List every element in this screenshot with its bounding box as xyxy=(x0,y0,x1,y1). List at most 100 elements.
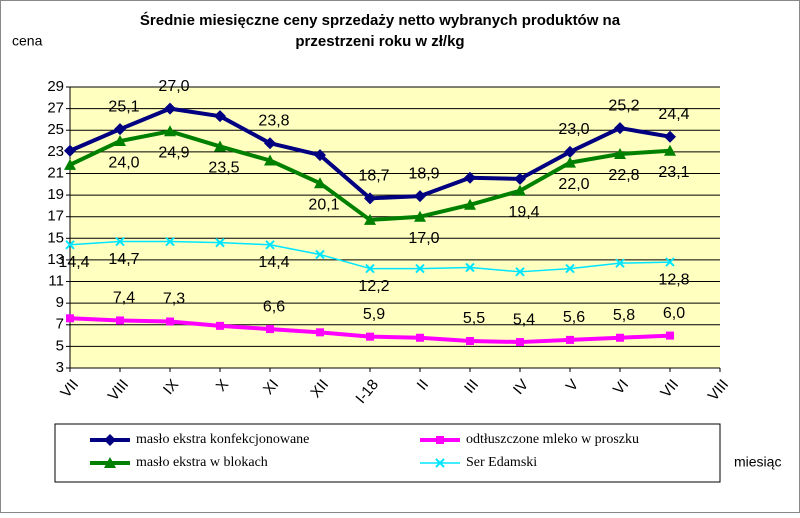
data-label: 24,0 xyxy=(108,154,139,171)
data-label: 6,0 xyxy=(663,305,685,322)
data-label: 27,0 xyxy=(158,78,189,95)
data-label: 19,4 xyxy=(508,204,539,221)
data-label: 24,9 xyxy=(158,145,189,162)
data-point xyxy=(665,257,675,267)
legend-label: masło ekstra w blokach xyxy=(136,455,268,470)
y-tick-label: 15 xyxy=(47,229,64,246)
data-label: 14,7 xyxy=(108,251,139,268)
data-point xyxy=(64,158,76,170)
y-tick-label: 23 xyxy=(47,143,64,160)
data-point xyxy=(564,145,576,158)
data-point xyxy=(164,102,176,115)
data-point xyxy=(514,184,526,196)
chart-title: Średnie miesięczne ceny sprzedaży netto … xyxy=(140,11,621,29)
y-tick-label: 27 xyxy=(47,100,64,117)
data-point xyxy=(264,137,276,150)
data-point xyxy=(364,213,376,225)
data-point xyxy=(116,316,124,325)
data-point xyxy=(66,314,74,323)
data-point xyxy=(365,263,375,274)
data-point xyxy=(565,263,575,274)
y-tick-label: 29 xyxy=(47,78,64,95)
data-point xyxy=(664,144,676,156)
data-label: 12,8 xyxy=(658,271,689,288)
legend-marker xyxy=(435,458,445,468)
data-point xyxy=(315,249,325,260)
data-point xyxy=(314,177,326,189)
data-label: 18,9 xyxy=(408,165,439,182)
data-label: 22,8 xyxy=(608,167,639,184)
data-label: 25,2 xyxy=(608,97,639,114)
data-point xyxy=(314,149,326,162)
data-point xyxy=(616,333,624,342)
y-axis-label: cena xyxy=(12,33,43,49)
legend-marker xyxy=(436,436,444,444)
data-point xyxy=(214,110,226,123)
legend-label: masło ekstra konfekcjonowane xyxy=(136,432,309,447)
data-point xyxy=(114,123,126,136)
data-point xyxy=(264,154,276,166)
y-tick-label: 11 xyxy=(48,273,64,290)
data-point xyxy=(615,258,625,268)
data-point xyxy=(514,172,526,185)
data-label: 7,3 xyxy=(163,291,185,308)
data-label: 14,4 xyxy=(58,254,89,271)
data-point xyxy=(214,140,226,152)
data-label: 24,4 xyxy=(658,106,689,123)
y-tick-label: 5 xyxy=(56,337,64,354)
data-point xyxy=(366,332,374,341)
data-point xyxy=(515,267,525,277)
data-label: 22,0 xyxy=(558,176,589,193)
y-tick-label: 19 xyxy=(47,186,64,203)
y-tick-label: 3 xyxy=(56,359,64,376)
data-point xyxy=(464,198,476,210)
data-label: 23,1 xyxy=(658,164,689,181)
data-label: 25,1 xyxy=(108,98,139,115)
data-point xyxy=(666,331,674,340)
data-point xyxy=(416,333,424,342)
y-tick-label: 13 xyxy=(47,251,64,268)
y-tick-label: 17 xyxy=(47,208,64,225)
data-label: 6,6 xyxy=(263,298,285,315)
y-tick-label: 25 xyxy=(47,121,64,138)
data-point xyxy=(415,263,425,274)
legend-marker xyxy=(104,457,116,468)
data-point xyxy=(114,135,126,147)
data-point xyxy=(266,325,274,334)
data-point xyxy=(216,321,224,330)
data-point xyxy=(166,317,174,326)
legend-marker xyxy=(104,434,116,446)
y-tick-label: 21 xyxy=(47,164,64,181)
data-point xyxy=(614,122,626,135)
data-label: 7,4 xyxy=(113,290,135,307)
data-label: 12,2 xyxy=(358,278,389,295)
data-point xyxy=(265,240,275,250)
data-point xyxy=(564,156,576,168)
x-axis-label: miesiąc xyxy=(734,454,781,470)
data-point xyxy=(65,240,75,250)
data-point xyxy=(465,262,475,273)
data-point xyxy=(364,192,376,205)
y-tick-label: 9 xyxy=(56,294,64,311)
data-point xyxy=(165,236,175,247)
legend-label: Ser Edamski xyxy=(466,455,537,470)
data-point xyxy=(115,236,125,247)
data-point xyxy=(215,237,225,248)
data-point xyxy=(414,210,426,222)
data-point xyxy=(516,338,524,347)
data-label: 23,0 xyxy=(558,121,589,138)
data-label: 23,8 xyxy=(258,112,289,129)
data-label: 5,6 xyxy=(563,309,585,326)
chart-title: przestrzeni roku w zł/kg xyxy=(295,33,464,50)
data-label: 14,4 xyxy=(258,254,289,271)
data-label: 23,5 xyxy=(208,160,239,177)
data-point xyxy=(664,130,676,143)
data-label: 5,4 xyxy=(513,311,535,328)
data-point xyxy=(414,190,426,203)
y-tick-label: 7 xyxy=(56,316,64,333)
data-label: 5,8 xyxy=(613,307,635,324)
data-label: 5,5 xyxy=(463,310,485,327)
data-label: 18,7 xyxy=(358,168,389,185)
legend-label: odtłuszczone mleko w proszku xyxy=(466,432,639,447)
